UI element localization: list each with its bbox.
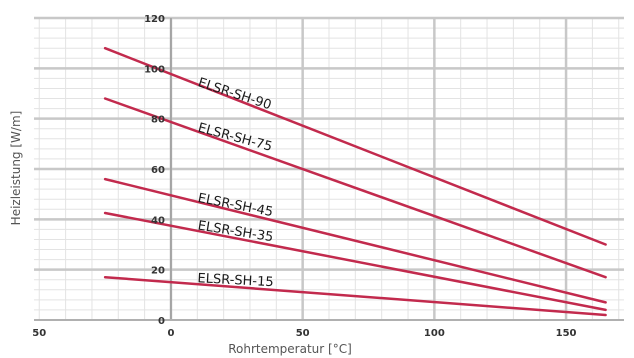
series-lines (103, 46, 607, 317)
y-tick-labels: 0 20 40 60 80 100 120 (144, 14, 165, 327)
series-line (103, 46, 607, 246)
y-tick-label: 20 (151, 266, 165, 277)
series-line (103, 177, 607, 304)
x-tick-label: 50 (296, 328, 310, 339)
x-tick-label: 100 (424, 328, 445, 339)
y-tick-label: 0 (158, 316, 165, 327)
series-line (103, 97, 607, 279)
y-tick-label: 60 (151, 165, 165, 176)
x-tick-label: 0 (167, 328, 174, 339)
series-line (103, 211, 607, 312)
y-axis-title: Heizleistung [W/m] (9, 111, 23, 226)
y-tick-label: 80 (151, 115, 165, 126)
y-tick-label: 40 (151, 215, 165, 226)
y-tick-label: 100 (144, 64, 165, 75)
x-axis-title: Rohrtemperatur [°C] (228, 342, 352, 356)
series-line (103, 275, 607, 317)
x-tick-label: 50 (32, 328, 46, 339)
series-label: ELSR-SH-15 (197, 271, 274, 290)
x-tick-labels: 50 0 50 100 150 (32, 328, 576, 339)
x-tick-label: 150 (556, 328, 577, 339)
major-grid (34, 16, 624, 321)
y-tick-label: 120 (144, 14, 165, 25)
